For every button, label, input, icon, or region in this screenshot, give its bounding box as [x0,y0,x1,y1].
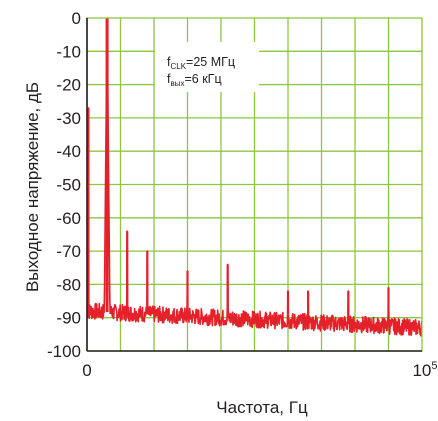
plot-frame [86,17,423,352]
y-tick-label: -80 [56,275,81,294]
x-tick-labels: 0 105 [82,360,437,380]
annotation-box: fCLK=25 МГц fвых=6 кГц [155,42,259,92]
y-tick-label: -70 [56,242,81,261]
annotation-fclk: fCLK=25 МГц [167,55,235,71]
y-tick-label: -30 [56,109,81,128]
spectrum-line [86,17,423,337]
x-axis-label: Частота, Гц [216,398,308,417]
x-tick-label: 0 [82,361,91,380]
y-tick-label: -100 [47,342,81,361]
y-tick-labels: 0 -10 -20 -30 -40 -50 -60 -70 -80 -90 -100 [47,9,81,361]
y-tick-label: 0 [72,9,81,28]
spectrum-trace [86,17,423,337]
y-tick-label: -40 [56,142,81,161]
y-tick-label: -10 [56,42,81,61]
y-tick-label: -90 [56,309,81,328]
y-tick-label: -20 [56,76,81,95]
y-axis-label: Выходное напряжение, дБ [23,82,42,292]
x-tick-label: 105 [412,360,437,380]
y-tick-label: -50 [56,176,81,195]
y-tick-label: -60 [56,209,81,228]
annotation-fout: fвых=6 кГц [167,72,222,88]
